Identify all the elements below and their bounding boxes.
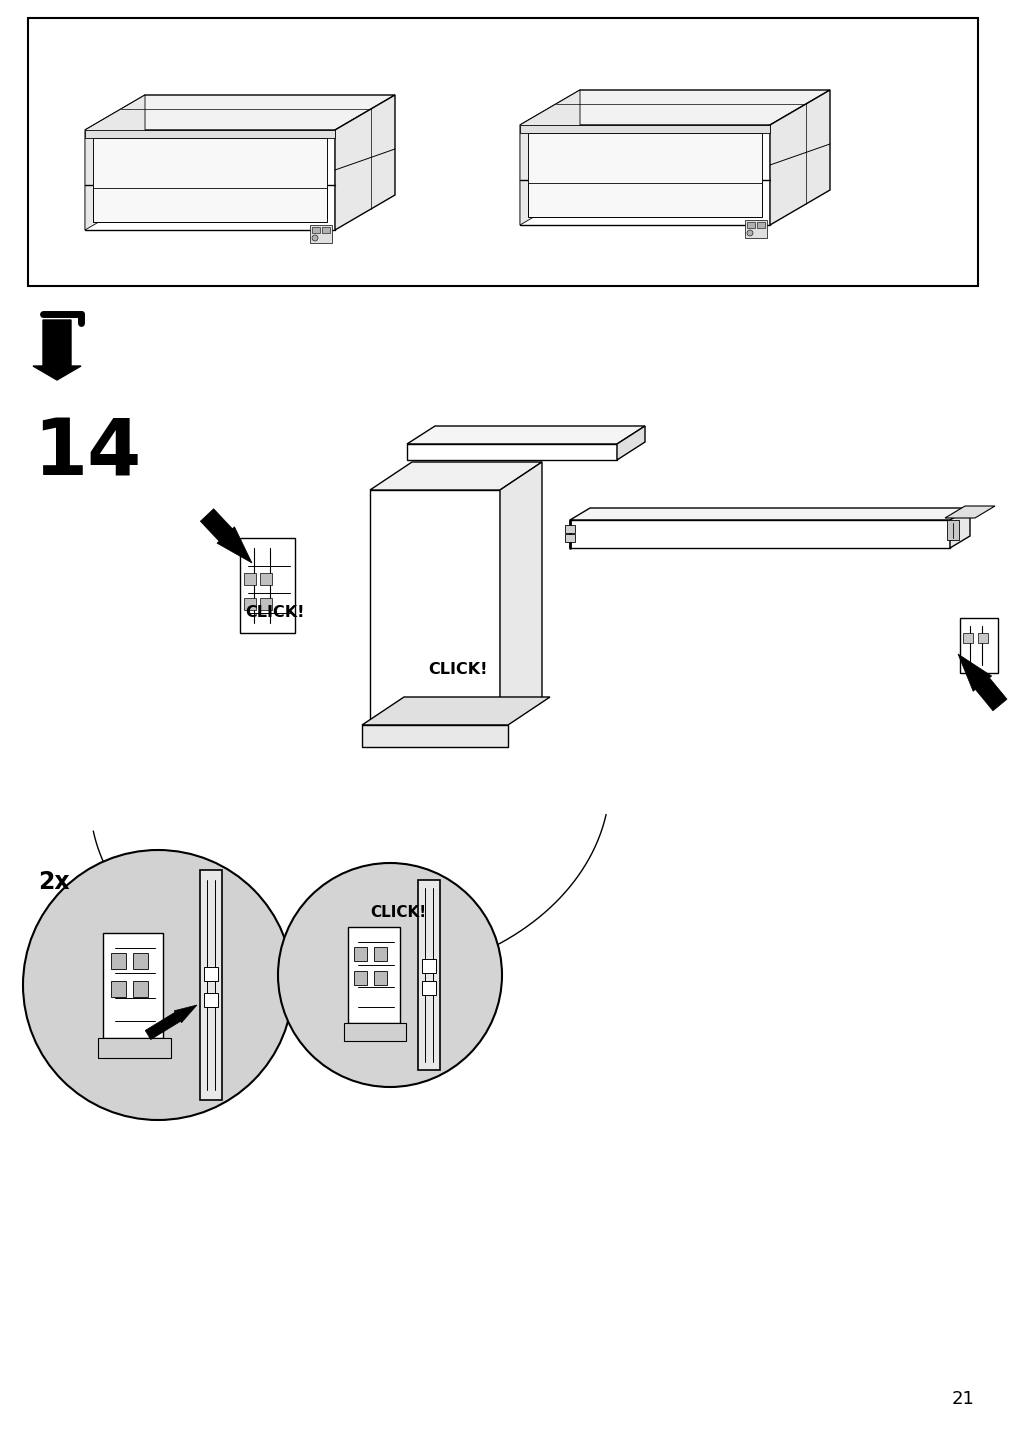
Polygon shape [374, 971, 386, 985]
Polygon shape [569, 508, 969, 520]
Polygon shape [949, 508, 969, 548]
Polygon shape [311, 228, 319, 233]
Polygon shape [520, 125, 769, 225]
Polygon shape [200, 508, 252, 563]
Text: 14: 14 [33, 415, 142, 491]
Polygon shape [260, 599, 272, 610]
Polygon shape [28, 19, 977, 286]
Polygon shape [93, 137, 327, 222]
Polygon shape [321, 228, 330, 233]
Polygon shape [564, 526, 574, 533]
Polygon shape [944, 505, 994, 518]
Polygon shape [85, 130, 335, 137]
Polygon shape [111, 954, 126, 969]
Polygon shape [132, 954, 148, 969]
Polygon shape [564, 534, 574, 541]
Polygon shape [769, 90, 829, 225]
Polygon shape [977, 633, 987, 643]
Text: CLICK!: CLICK! [428, 662, 487, 677]
Polygon shape [335, 95, 394, 231]
Polygon shape [520, 125, 769, 133]
Circle shape [23, 851, 293, 1120]
Polygon shape [204, 992, 217, 1007]
Polygon shape [93, 137, 327, 188]
Circle shape [278, 863, 501, 1087]
Polygon shape [528, 133, 761, 218]
Polygon shape [98, 1038, 171, 1058]
Polygon shape [244, 599, 256, 610]
Polygon shape [204, 967, 217, 981]
Polygon shape [528, 133, 761, 183]
Polygon shape [240, 538, 295, 633]
Polygon shape [370, 463, 542, 490]
Polygon shape [348, 927, 399, 1022]
Polygon shape [422, 981, 436, 995]
Text: CLICK!: CLICK! [245, 604, 304, 620]
Polygon shape [354, 971, 367, 985]
Polygon shape [354, 947, 367, 961]
Polygon shape [85, 95, 394, 130]
Polygon shape [33, 319, 81, 379]
Polygon shape [520, 90, 579, 225]
Polygon shape [85, 130, 335, 231]
Polygon shape [946, 520, 958, 540]
Polygon shape [200, 871, 221, 1100]
Polygon shape [499, 463, 542, 725]
Polygon shape [344, 1022, 405, 1041]
Polygon shape [85, 95, 145, 231]
Text: CLICK!: CLICK! [370, 905, 426, 919]
Circle shape [311, 235, 317, 241]
Polygon shape [370, 490, 499, 725]
Polygon shape [962, 633, 972, 643]
Polygon shape [260, 573, 272, 586]
Polygon shape [756, 222, 764, 228]
Polygon shape [744, 221, 766, 238]
Polygon shape [957, 654, 1006, 710]
Polygon shape [146, 1005, 197, 1040]
Polygon shape [569, 520, 949, 548]
Polygon shape [111, 981, 126, 997]
Polygon shape [406, 425, 644, 444]
Polygon shape [746, 222, 754, 228]
Polygon shape [418, 881, 440, 1070]
Circle shape [746, 231, 752, 236]
Polygon shape [132, 981, 148, 997]
Polygon shape [520, 90, 829, 125]
Polygon shape [959, 619, 997, 673]
Polygon shape [244, 573, 256, 586]
Text: 2x: 2x [38, 871, 70, 894]
Polygon shape [309, 225, 332, 243]
Polygon shape [617, 425, 644, 460]
Polygon shape [362, 725, 508, 748]
Polygon shape [362, 697, 549, 725]
Polygon shape [103, 934, 163, 1038]
Polygon shape [422, 959, 436, 972]
Text: 21: 21 [950, 1390, 974, 1408]
Polygon shape [406, 444, 617, 460]
Polygon shape [374, 947, 386, 961]
